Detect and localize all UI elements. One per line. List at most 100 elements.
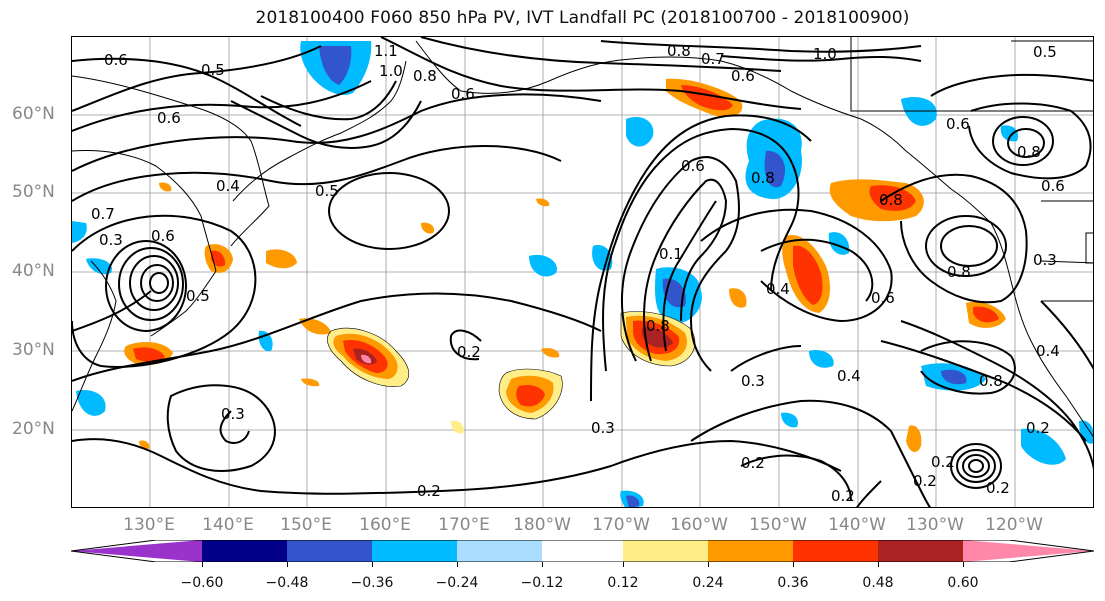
colorbar-segment (793, 540, 878, 562)
contour-label: 0.5 (315, 182, 339, 200)
lon-label: 120°W (985, 515, 1043, 535)
map-panel: 0.6 0.5 0.6 0.4 0.3 0.5 1.1 1.0 0.8 0.6 … (71, 36, 1094, 508)
colorbar-tickmark (457, 562, 458, 567)
colorbar-segment (372, 540, 457, 562)
contour-label: 0.2 (457, 343, 481, 361)
contour-label: 0.8 (979, 372, 1003, 390)
colorbar (71, 540, 1094, 562)
lon-label: 150°E (280, 515, 332, 535)
colorbar-tick-label: −0.12 (520, 575, 564, 591)
contour-label: 0.4 (837, 367, 861, 385)
colorbar-segment (542, 540, 623, 562)
colorbar-tick-label: 0.36 (777, 575, 809, 591)
colorbar-tickmark (372, 562, 373, 567)
contour-label: 0.2 (417, 482, 441, 500)
lon-label: 130°W (906, 515, 964, 535)
lon-label: 140°E (202, 515, 254, 535)
colorbar-tick-label: 0.24 (692, 575, 724, 591)
contour-label: 0.6 (157, 109, 181, 127)
contour-label: 0.6 (681, 157, 705, 175)
contour-label: 0.3 (741, 372, 765, 390)
contour-label: 0.2 (913, 472, 937, 490)
contour-label: 0.2 (931, 453, 955, 471)
lat-label: 30°N (12, 340, 55, 360)
shading-outlines (327, 311, 696, 420)
lon-label: 160°E (359, 515, 411, 535)
colorbar-tick-label: 0.12 (607, 575, 639, 591)
colorbar-tickmark (878, 562, 879, 567)
contour-label: 0.7 (701, 50, 725, 68)
contour-label: 0.1 (659, 245, 683, 263)
contour-label: 0.6 (451, 85, 475, 103)
colorbar-tickmark (623, 562, 624, 567)
contour-label: 0.2 (831, 487, 855, 505)
contour-label: 0.8 (667, 42, 691, 60)
contour-label: 1.0 (379, 62, 403, 80)
contour-label: 0.6 (731, 67, 755, 85)
colorbar-tick-label: −0.60 (180, 575, 224, 591)
contour-labels: 0.6 0.5 0.6 0.4 0.3 0.5 1.1 1.0 0.8 0.6 … (91, 42, 1065, 505)
contour-label: 0.2 (986, 479, 1010, 497)
contour-label: 0.6 (946, 115, 970, 133)
lon-label: 150°W (749, 515, 807, 535)
colorbar-tick-label: −0.36 (350, 575, 394, 591)
colorbar-segment (708, 540, 793, 562)
contour-label: 0.8 (947, 263, 971, 281)
contour-label: 1.0 (813, 45, 837, 63)
contour-label: 0.3 (221, 405, 245, 423)
lat-label: 50°N (12, 182, 55, 202)
colorbar-segment (457, 540, 542, 562)
map-title: 2018100400 F060 850 hPa PV, IVT Landfall… (255, 8, 910, 28)
colorbar-tickmark (708, 562, 709, 567)
positive-pv-shading (124, 78, 1006, 453)
lon-label: 130°E (123, 515, 175, 535)
colorbar-segment (202, 540, 287, 562)
contour-label: 0.6 (104, 51, 128, 69)
lon-label: 170°W (592, 515, 650, 535)
contour-label: 0.5 (1033, 43, 1057, 61)
contour-label: 0.5 (186, 287, 210, 305)
contour-label: 0.3 (99, 231, 123, 249)
colorbar-tickmark (287, 562, 288, 567)
contour-label: 0.3 (591, 419, 615, 437)
contour-label: 0.8 (1017, 143, 1041, 161)
colorbar-segment (963, 540, 1094, 562)
lon-label: 140°W (828, 515, 886, 535)
contour-label: 0.2 (1026, 419, 1050, 437)
ivt-contours (72, 37, 1093, 507)
contour-label: 0.8 (413, 67, 437, 85)
lat-label: 20°N (12, 419, 55, 439)
colorbar-tick-label: −0.24 (435, 575, 479, 591)
contour-label: 0.4 (1036, 342, 1060, 360)
colorbar-tick-label: 0.48 (862, 575, 894, 591)
lon-label: 170°E (438, 515, 490, 535)
contour-label: 0.4 (766, 280, 790, 298)
contour-label: 0.8 (646, 317, 670, 335)
contour-label: 0.5 (201, 61, 225, 79)
colorbar-tickmark (202, 562, 203, 567)
contour-label: 0.6 (151, 227, 175, 245)
contour-label: 0.6 (1041, 177, 1065, 195)
colorbar-tickmark (793, 562, 794, 567)
contour-label: 0.4 (216, 177, 240, 195)
colorbar-segment (71, 540, 202, 562)
colorbar-tickmark (542, 562, 543, 567)
colorbar-segments (71, 540, 1094, 562)
lat-label: 60°N (12, 104, 55, 124)
contour-label: 0.2 (741, 454, 765, 472)
contour-label: 0.7 (91, 205, 115, 223)
map-canvas: 0.6 0.5 0.6 0.4 0.3 0.5 1.1 1.0 0.8 0.6 … (72, 37, 1093, 507)
colorbar-tick-label: 0.60 (947, 575, 979, 591)
colorbar-segment (623, 540, 708, 562)
colorbar-segment (878, 540, 963, 562)
graticule (72, 37, 1093, 507)
lon-label: 180°W (513, 515, 571, 535)
colorbar-tick-label: −0.48 (265, 575, 309, 591)
contour-label: 0.8 (879, 191, 903, 209)
negative-pv-shading (72, 41, 1093, 507)
colorbar-tickmark (963, 562, 964, 567)
lat-label: 40°N (12, 261, 55, 281)
contour-label: 0.8 (751, 169, 775, 187)
lon-label: 160°W (670, 515, 728, 535)
contour-label: 1.1 (374, 42, 398, 60)
